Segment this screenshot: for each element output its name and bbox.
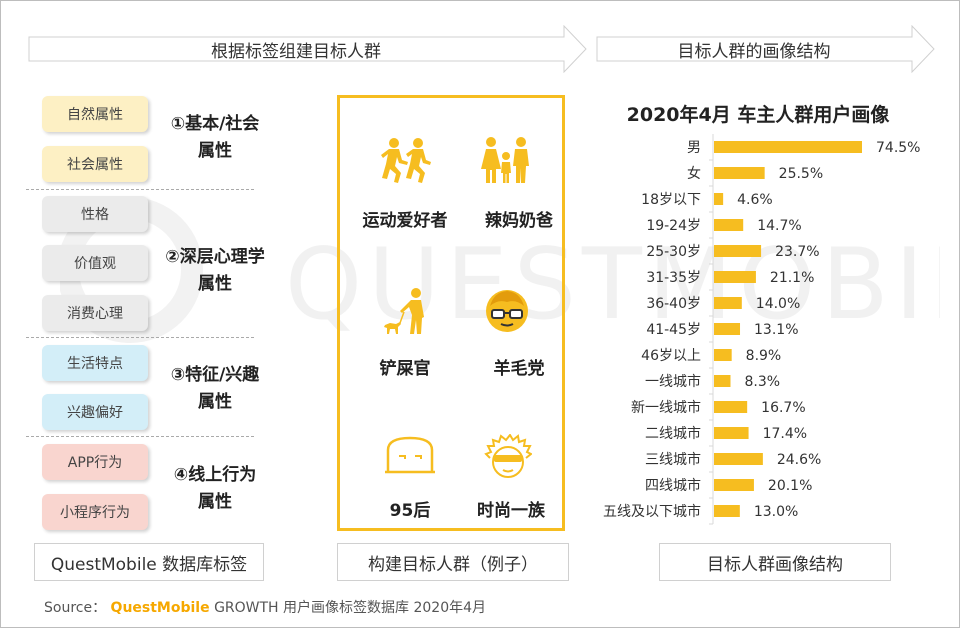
value-label: 4.6% xyxy=(737,192,773,208)
value-label: 21.1% xyxy=(770,270,814,286)
tag-lifestyle: 生活特点 xyxy=(42,345,148,381)
group-divider xyxy=(26,337,254,338)
source-prefix: Source： xyxy=(44,600,107,616)
value-label: 13.0% xyxy=(754,504,798,520)
value-label: 14.0% xyxy=(756,296,800,312)
value-label: 20.1% xyxy=(768,478,812,494)
category-label: 18岁以下 xyxy=(641,192,701,208)
tag-natural-attributes: 自然属性 xyxy=(42,96,148,132)
tag-consumer-psychology: 消费心理 xyxy=(42,295,148,331)
bar xyxy=(714,505,740,517)
bar xyxy=(714,297,742,309)
bar xyxy=(714,167,765,179)
tag-values: 价值观 xyxy=(42,245,148,281)
category-label: 男 xyxy=(687,140,701,156)
group-label-basic: ①基本/社会 属性 xyxy=(150,111,280,165)
value-label: 8.3% xyxy=(744,374,780,390)
persona-label: 辣妈奶爸 xyxy=(485,211,553,231)
category-label: 三线城市 xyxy=(645,451,701,468)
group-label-line: ②深层心理学 xyxy=(165,247,265,267)
category-label: 一线城市 xyxy=(645,373,701,390)
category-label: 41-45岁 xyxy=(646,322,701,338)
bar xyxy=(714,245,762,257)
group-label-interest: ③特征/兴趣 属性 xyxy=(150,362,280,416)
value-label: 17.4% xyxy=(763,426,807,442)
group-divider xyxy=(26,189,254,190)
left-header-arrow xyxy=(28,25,588,73)
persona-label: 运动爱好者 xyxy=(362,211,448,231)
source-brand: QuestMobile xyxy=(110,600,210,616)
bar xyxy=(714,479,754,491)
value-label: 13.1% xyxy=(754,322,798,338)
group-divider xyxy=(26,436,254,437)
right-header-title: 目标人群的画像结构 xyxy=(677,42,831,62)
footer-database-tags: QuestMobile 数据库标签 xyxy=(34,543,264,581)
category-label: 31-35岁 xyxy=(646,270,701,286)
value-label: 23.7% xyxy=(775,244,819,260)
bar xyxy=(714,271,756,283)
footer-portrait-structure: 目标人群画像结构 xyxy=(659,543,891,581)
family-icon xyxy=(481,137,529,183)
category-label: 25-30岁 xyxy=(646,244,701,260)
persona-label: 95后 xyxy=(389,501,431,521)
glasses-face-icon xyxy=(486,290,528,332)
right-header-arrow xyxy=(596,25,936,73)
dog-walker-icon xyxy=(384,288,424,334)
bar xyxy=(714,401,748,413)
bar xyxy=(714,453,763,465)
bar xyxy=(714,349,732,361)
category-label: 女 xyxy=(687,165,701,182)
group-label-line: 属性 xyxy=(198,141,232,161)
bar xyxy=(714,323,741,335)
bar xyxy=(714,375,731,387)
value-label: 16.7% xyxy=(761,400,805,416)
group-label-line: ④线上行为 xyxy=(173,465,257,485)
bar xyxy=(714,193,724,205)
cool-face-icon xyxy=(385,436,435,474)
category-label: 五线及以下城市 xyxy=(603,503,701,520)
category-label: 36-40岁 xyxy=(646,296,701,312)
group-label-line: ③特征/兴趣 xyxy=(170,365,260,385)
category-label: 新一线城市 xyxy=(631,399,701,416)
bar xyxy=(714,427,749,439)
sunglasses-face-icon xyxy=(484,434,532,478)
tag-social-attributes: 社会属性 xyxy=(42,146,148,182)
value-label: 24.6% xyxy=(777,452,821,468)
group-label-psychology: ②深层心理学 属性 xyxy=(150,244,280,298)
bar xyxy=(714,219,744,231)
group-label-line: 属性 xyxy=(198,492,232,512)
value-label: 14.7% xyxy=(757,218,801,234)
bar xyxy=(714,141,862,153)
footer-build-target: 构建目标人群（例子） xyxy=(337,543,569,581)
persona-label: 羊毛党 xyxy=(493,359,545,379)
value-label: 74.5% xyxy=(876,140,920,156)
persona-label: 时尚一族 xyxy=(477,501,545,521)
group-label-line: 属性 xyxy=(198,392,232,412)
source-text: GROWTH 用户画像标签数据库 2020年4月 xyxy=(214,600,487,616)
tag-app-behavior: APP行为 xyxy=(42,444,148,480)
category-label: 46岁以上 xyxy=(641,348,701,364)
value-label: 25.5% xyxy=(779,166,823,182)
persona-frame xyxy=(337,95,565,531)
category-label: 四线城市 xyxy=(645,477,701,494)
runners-icon xyxy=(381,138,431,183)
persona-label: 铲屎官 xyxy=(379,359,431,379)
bar-chart: 男 74.5% 女 25.5% 18岁以下 4.6% 19-24岁 14.7% 25-30岁 23… xyxy=(603,134,920,525)
source-note: Source： QuestMobile GROWTH 用户画像标签数据库 202… xyxy=(44,597,486,617)
group-label-line: ①基本/社会 xyxy=(170,114,260,134)
tag-miniprogram-behavior: 小程序行为 xyxy=(42,494,148,530)
chart-title: 2020年4月 车主人群用户画像 xyxy=(626,104,890,126)
group-label-line: 属性 xyxy=(198,274,232,294)
value-label: 8.9% xyxy=(746,348,782,364)
category-label: 19-24岁 xyxy=(646,218,701,234)
tag-personality: 性格 xyxy=(42,196,148,232)
left-header-title: 根据标签组建目标人群 xyxy=(211,42,381,62)
category-label: 二线城市 xyxy=(645,425,701,442)
group-label-online: ④线上行为 属性 xyxy=(150,462,280,516)
tag-interests: 兴趣偏好 xyxy=(42,394,148,430)
